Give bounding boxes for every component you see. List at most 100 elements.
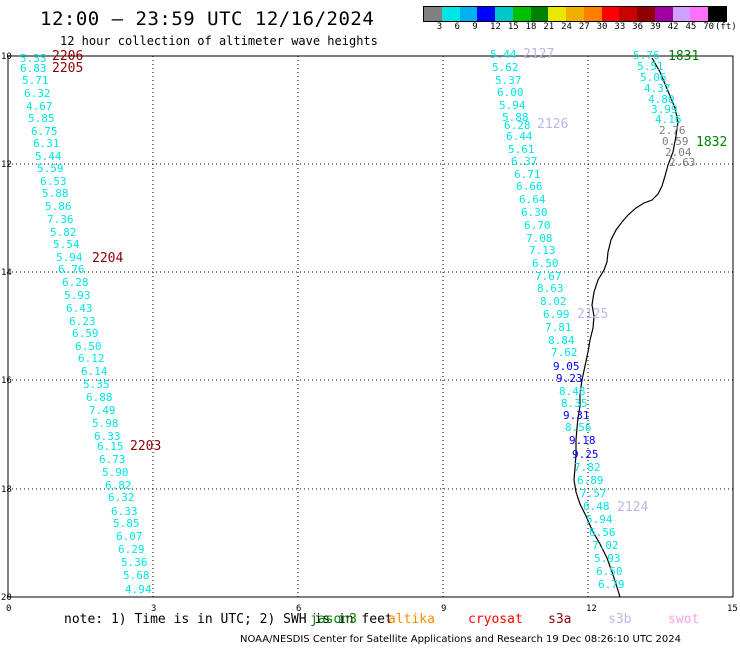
wave-height-value: 6.50 (532, 257, 559, 270)
scale-label: 39 (649, 22, 661, 32)
page-title: 12:00 – 23:59 UTC 12/16/2024 (40, 8, 375, 30)
wave-height-value: 5.93 (64, 289, 91, 302)
x-axis-tick-label: 9 (441, 604, 446, 614)
wave-height-value: 5.82 (50, 226, 77, 239)
scale-label: 42 (667, 22, 679, 32)
scale-swatch (477, 7, 496, 21)
wave-height-value: 6.76 (58, 263, 85, 276)
wave-height-value: 9.31 (563, 409, 590, 422)
wave-height-value: 8.35 (561, 397, 588, 410)
y-axis-tick-label: 20 (1, 593, 12, 603)
pass-number-label: 1831 (668, 49, 699, 64)
wave-height-value: 6.07 (116, 530, 143, 543)
wave-height-value: 6.59 (72, 327, 99, 340)
pass-number-label: 2205 (52, 61, 83, 76)
wave-height-value: 8.63 (537, 282, 564, 295)
wave-height-value: 7.08 (526, 232, 553, 245)
wave-height-value: 6.66 (516, 180, 543, 193)
wave-height-value: 6.53 (40, 175, 67, 188)
wave-height-value: 6.56 (589, 526, 616, 539)
legend-item-altika: altika (388, 612, 435, 627)
scale-swatch (512, 7, 531, 21)
wave-height-value: 8.48 (559, 385, 586, 398)
wave-height-value: 6.73 (99, 453, 126, 466)
pass-number-label: 2126 (537, 117, 568, 132)
wave-height-value: 6.50 (75, 340, 102, 353)
wave-height-value: 6.79 (598, 578, 625, 591)
wave-height-value: 5.86 (45, 200, 72, 213)
coastline-path (573, 57, 679, 598)
wave-height-value: 5.94 (586, 513, 613, 526)
wave-height-value: 6.43 (66, 302, 93, 315)
scale-swatch (548, 7, 567, 21)
scale-label: 30 (596, 22, 608, 32)
wave-height-value: 6.33 (111, 505, 138, 518)
wave-height-value: 5.85 (28, 112, 55, 125)
pass-number-label: 2127 (523, 47, 554, 62)
wave-height-value: 5.90 (102, 466, 129, 479)
wave-height-value: 7.02 (592, 539, 619, 552)
wave-height-value: 5.06 (640, 71, 667, 84)
footnote: note: 1) Time is in UTC; 2) SWH is in fe… (64, 612, 393, 627)
wave-height-value: 6.29 (118, 543, 145, 556)
scale-swatch (441, 7, 460, 21)
pass-number-label: 1832 (696, 135, 727, 150)
legend-item-jason3: jason3 (310, 612, 357, 627)
wave-height-value: 5.35 (20, 52, 47, 65)
x-axis-tick-label: 12 (586, 604, 597, 614)
scale-swatch (424, 7, 442, 21)
scale-swatch (459, 7, 478, 21)
wave-height-value: 5.88 (502, 111, 529, 124)
scale-label: (ft) (715, 22, 737, 32)
scale-swatch (566, 7, 584, 21)
wave-height-value: 5.76 (633, 49, 660, 62)
wave-height-value: 6.64 (519, 193, 546, 206)
scale-label: 21 (543, 22, 555, 32)
scale-swatch (583, 7, 602, 21)
scale-swatch (690, 7, 709, 21)
scale-label: 18 (525, 22, 537, 32)
wave-height-value: 8.56 (565, 421, 592, 434)
wave-height-value: 5.98 (92, 417, 119, 430)
x-axis-tick-label: 0 (6, 604, 11, 614)
scale-label: 45 (685, 22, 697, 32)
wave-height-value: 6.28 (62, 276, 89, 289)
wave-height-value: 5.85 (113, 517, 140, 530)
scale-swatch (672, 7, 691, 21)
wave-height-value: 5.59 (37, 162, 64, 175)
wave-height-value: 6.44 (506, 130, 533, 143)
wave-height-value: 5.94 (499, 99, 526, 112)
wave-height-value: 5.68 (123, 569, 150, 582)
wave-height-value: 3.99 (651, 103, 678, 116)
wave-height-value: 6.00 (497, 86, 524, 99)
wave-height-value: 9.23 (556, 372, 583, 385)
wave-height-value: 6.12 (78, 352, 105, 365)
wave-height-value: 7.36 (47, 213, 74, 226)
wave-height-value: 8.02 (540, 295, 567, 308)
wave-height-value: 7.13 (529, 244, 556, 257)
pass-number-label: 2204 (92, 251, 123, 266)
y-axis-tick-label: 14 (1, 268, 12, 278)
wave-height-value: 6.32 (108, 491, 135, 504)
wave-height-value: 5.54 (53, 238, 80, 251)
wave-height-value: 7.57 (580, 487, 607, 500)
wave-height-value: 5.62 (492, 61, 519, 74)
wave-height-value: 5.44 (35, 150, 62, 163)
wave-height-value: 6.48 (583, 500, 610, 513)
wave-height-value: 5.71 (22, 74, 49, 87)
wave-height-value: 9.05 (553, 360, 580, 373)
legend-item-cryosat: cryosat (468, 612, 523, 627)
credit-footer: NOAA/NESDIS Center for Satellite Applica… (240, 634, 682, 645)
scale-label: 3 (436, 22, 443, 32)
pass-number-label: 2203 (130, 439, 161, 454)
pass-number-label: 2125 (577, 307, 608, 322)
legend-item-s3b: s3b (608, 612, 632, 627)
wave-height-value: 5.44 (490, 48, 517, 61)
scale-label: 12 (490, 22, 501, 32)
scale-label: 24 (561, 22, 572, 32)
wave-height-value: 2.76 (659, 124, 686, 137)
legend-item-swot: swot (668, 612, 700, 627)
coastline (573, 57, 679, 598)
wave-height-value: 5.51 (637, 60, 664, 73)
